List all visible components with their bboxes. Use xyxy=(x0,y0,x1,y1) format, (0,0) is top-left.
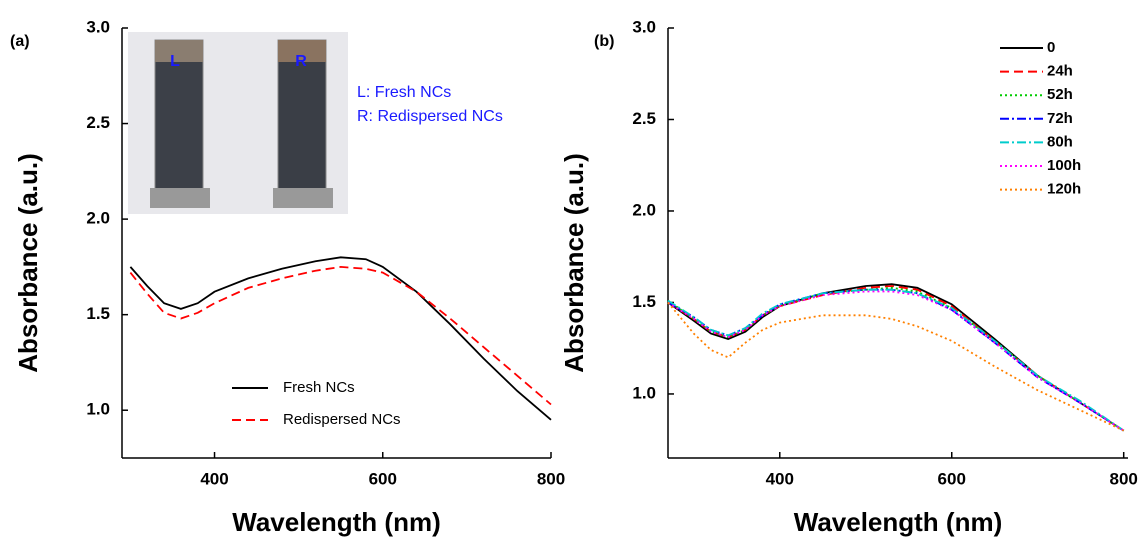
legend-label: Fresh NCs xyxy=(283,379,355,396)
x-tick-label: 400 xyxy=(200,469,228,488)
inset-label: L xyxy=(170,53,180,70)
data-line xyxy=(129,256,552,421)
y-axis-label: Absorbance (a.u.) xyxy=(13,153,43,373)
legend-label: Redispersed NCs xyxy=(283,411,401,428)
panel-label: (a) xyxy=(10,33,30,50)
legend-label: 100h xyxy=(1047,157,1081,174)
y-tick-label: 1.5 xyxy=(86,304,110,323)
x-tick-label: 600 xyxy=(938,469,966,488)
x-axis-label: Wavelength (nm) xyxy=(794,507,1002,537)
legend-label: 120h xyxy=(1047,181,1081,198)
legend-label: 80h xyxy=(1047,133,1073,150)
legend-label: 24h xyxy=(1047,63,1073,80)
y-tick-label: 1.0 xyxy=(86,400,110,419)
y-tick-label: 3.0 xyxy=(632,17,656,36)
data-line xyxy=(667,290,1125,432)
data-line xyxy=(129,265,552,406)
y-tick-label: 2.5 xyxy=(632,109,656,128)
y-tick-label: 1.5 xyxy=(632,292,656,311)
data-line xyxy=(667,283,1125,432)
data-line xyxy=(667,285,1125,432)
panel-label: (b) xyxy=(594,33,614,50)
y-tick-label: 2.0 xyxy=(86,209,110,228)
data-line xyxy=(667,288,1125,432)
data-line xyxy=(667,286,1125,432)
inset-photo xyxy=(128,32,348,214)
x-tick-label: 800 xyxy=(537,469,565,488)
legend-label: 0 xyxy=(1047,39,1055,56)
y-tick-label: 2.0 xyxy=(632,200,656,219)
y-axis-label: Absorbance (a.u.) xyxy=(559,153,589,373)
x-tick-label: 600 xyxy=(369,469,397,488)
data-line xyxy=(667,301,1125,432)
data-line xyxy=(667,288,1125,432)
x-axis-label: Wavelength (nm) xyxy=(232,507,440,537)
legend-label: 72h xyxy=(1047,110,1073,127)
y-tick-label: 1.0 xyxy=(632,383,656,402)
annotation: R: Redispersed NCs xyxy=(357,108,503,125)
annotation: L: Fresh NCs xyxy=(357,84,451,101)
x-tick-label: 400 xyxy=(766,469,794,488)
legend-label: 52h xyxy=(1047,86,1073,103)
y-tick-label: 2.5 xyxy=(86,113,110,132)
x-tick-label: 800 xyxy=(1110,469,1138,488)
inset-label: R xyxy=(295,53,307,70)
y-tick-label: 3.0 xyxy=(86,17,110,36)
